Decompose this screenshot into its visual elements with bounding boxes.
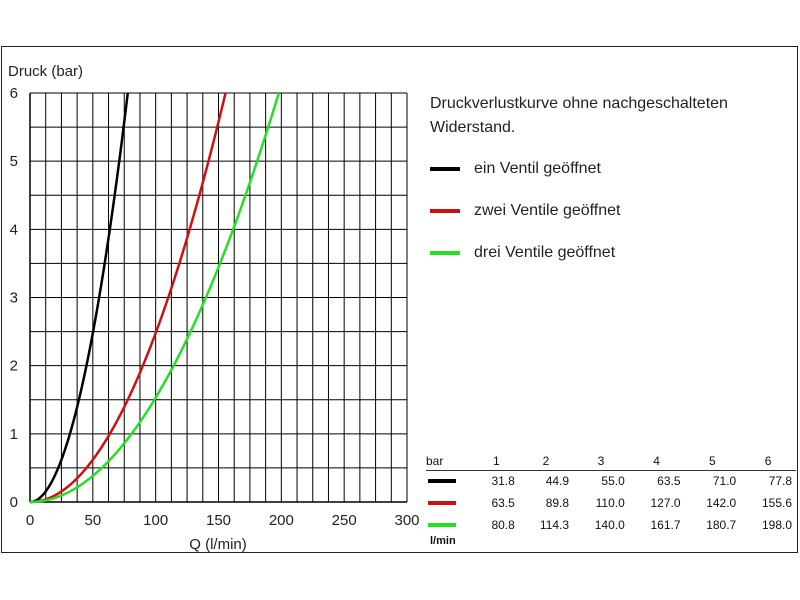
table-divider [426, 470, 796, 471]
x-tick-label: 300 [394, 512, 419, 529]
table-unit-bar: bar [426, 453, 444, 468]
legend-swatch-3 [430, 251, 460, 255]
table-col-header: 4 [653, 453, 660, 468]
table-cell: 77.8 [768, 474, 792, 488]
table-cell: 155.6 [761, 496, 792, 510]
legend-item-3: drei Ventile geöffnet [430, 241, 615, 265]
table-cell: 127.0 [650, 496, 681, 510]
series-line-1 [29, 92, 130, 504]
table-swatch-green [428, 523, 456, 527]
table-header-row: bar 1 2 3 4 5 6 [426, 451, 796, 470]
table-row: 80.8 114.3 140.0 161.7 180.7 198.0 [426, 514, 796, 536]
x-tick-label: 0 [26, 512, 34, 529]
table-swatch-cell [426, 470, 474, 492]
table-col-header: 1 [493, 453, 500, 468]
table-cell: 89.8 [545, 496, 570, 510]
legend-item-1: ein Ventil geöffnet [430, 157, 601, 181]
values-table: bar 1 2 3 4 5 6 31.8 44.9 55.0 63.5 71.0… [426, 451, 796, 536]
x-tick-label: 200 [269, 512, 294, 529]
table-cell: 31.8 [491, 474, 515, 488]
y-tick-label: 5 [10, 153, 18, 170]
table-row: 31.8 44.9 55.0 63.5 71.0 77.8 [426, 470, 796, 492]
table-cell: 80.8 [491, 518, 515, 532]
x-tick-label: 100 [143, 512, 168, 529]
series-line-3 [29, 92, 281, 504]
table-cell: 44.9 [545, 474, 570, 488]
table-cell: 63.5 [491, 496, 515, 510]
legend-item-2: zwei Ventile geöffnet [430, 199, 620, 223]
legend-swatch-2 [430, 209, 460, 213]
x-tick-label: 50 [84, 512, 101, 529]
table-cell: 71.0 [712, 474, 737, 488]
table-swatch-red [428, 501, 456, 505]
legend-swatch-1 [430, 167, 460, 171]
series-line-2 [29, 92, 227, 504]
legend-label-3: drei Ventile geöffnet [474, 244, 616, 261]
table-cell: 140.0 [594, 518, 625, 532]
table-cell: 55.0 [601, 474, 625, 488]
legend-label-2: zwei Ventile geöffnet [474, 202, 621, 219]
table-cell: 142.0 [706, 496, 737, 510]
table-col-header: 6 [764, 453, 772, 468]
chart-frame [1, 46, 798, 553]
table-cell: 180.7 [706, 518, 737, 532]
y-tick-label: 3 [10, 290, 18, 307]
table-col-header: 5 [709, 453, 716, 468]
table-cell: 114.3 [539, 518, 570, 532]
table-row: 63.5 89.8 110.0 127.0 142.0 155.6 [426, 492, 796, 514]
x-tick-label: 250 [332, 512, 357, 529]
y-tick-label: 0 [10, 494, 18, 511]
y-tick-label: 1 [10, 426, 18, 443]
table-cell: 198.0 [761, 518, 792, 532]
y-axis-label: Druck (bar) [8, 63, 83, 80]
table-cell: 161.7 [650, 518, 681, 532]
y-tick-label: 2 [10, 358, 18, 375]
table-swatch-cell [426, 514, 474, 536]
table-col-header: 2 [542, 453, 550, 468]
table-cell: 63.5 [657, 474, 681, 488]
x-axis-label: Q (l/min) [189, 536, 247, 553]
y-tick-label: 6 [10, 85, 18, 102]
legend-label-1: ein Ventil geöffnet [474, 160, 601, 177]
chart-title: Druckverlustkurve ohne nachgeschalteten … [430, 95, 728, 136]
y-tick-label: 4 [10, 221, 18, 238]
table-unit-lmin: l/min [430, 535, 456, 547]
x-tick-label: 150 [206, 512, 231, 529]
table-col-header: 3 [597, 453, 605, 468]
table-swatch-cell [426, 492, 474, 514]
table-cell: 110.0 [595, 496, 625, 510]
table-swatch-black [428, 479, 456, 483]
